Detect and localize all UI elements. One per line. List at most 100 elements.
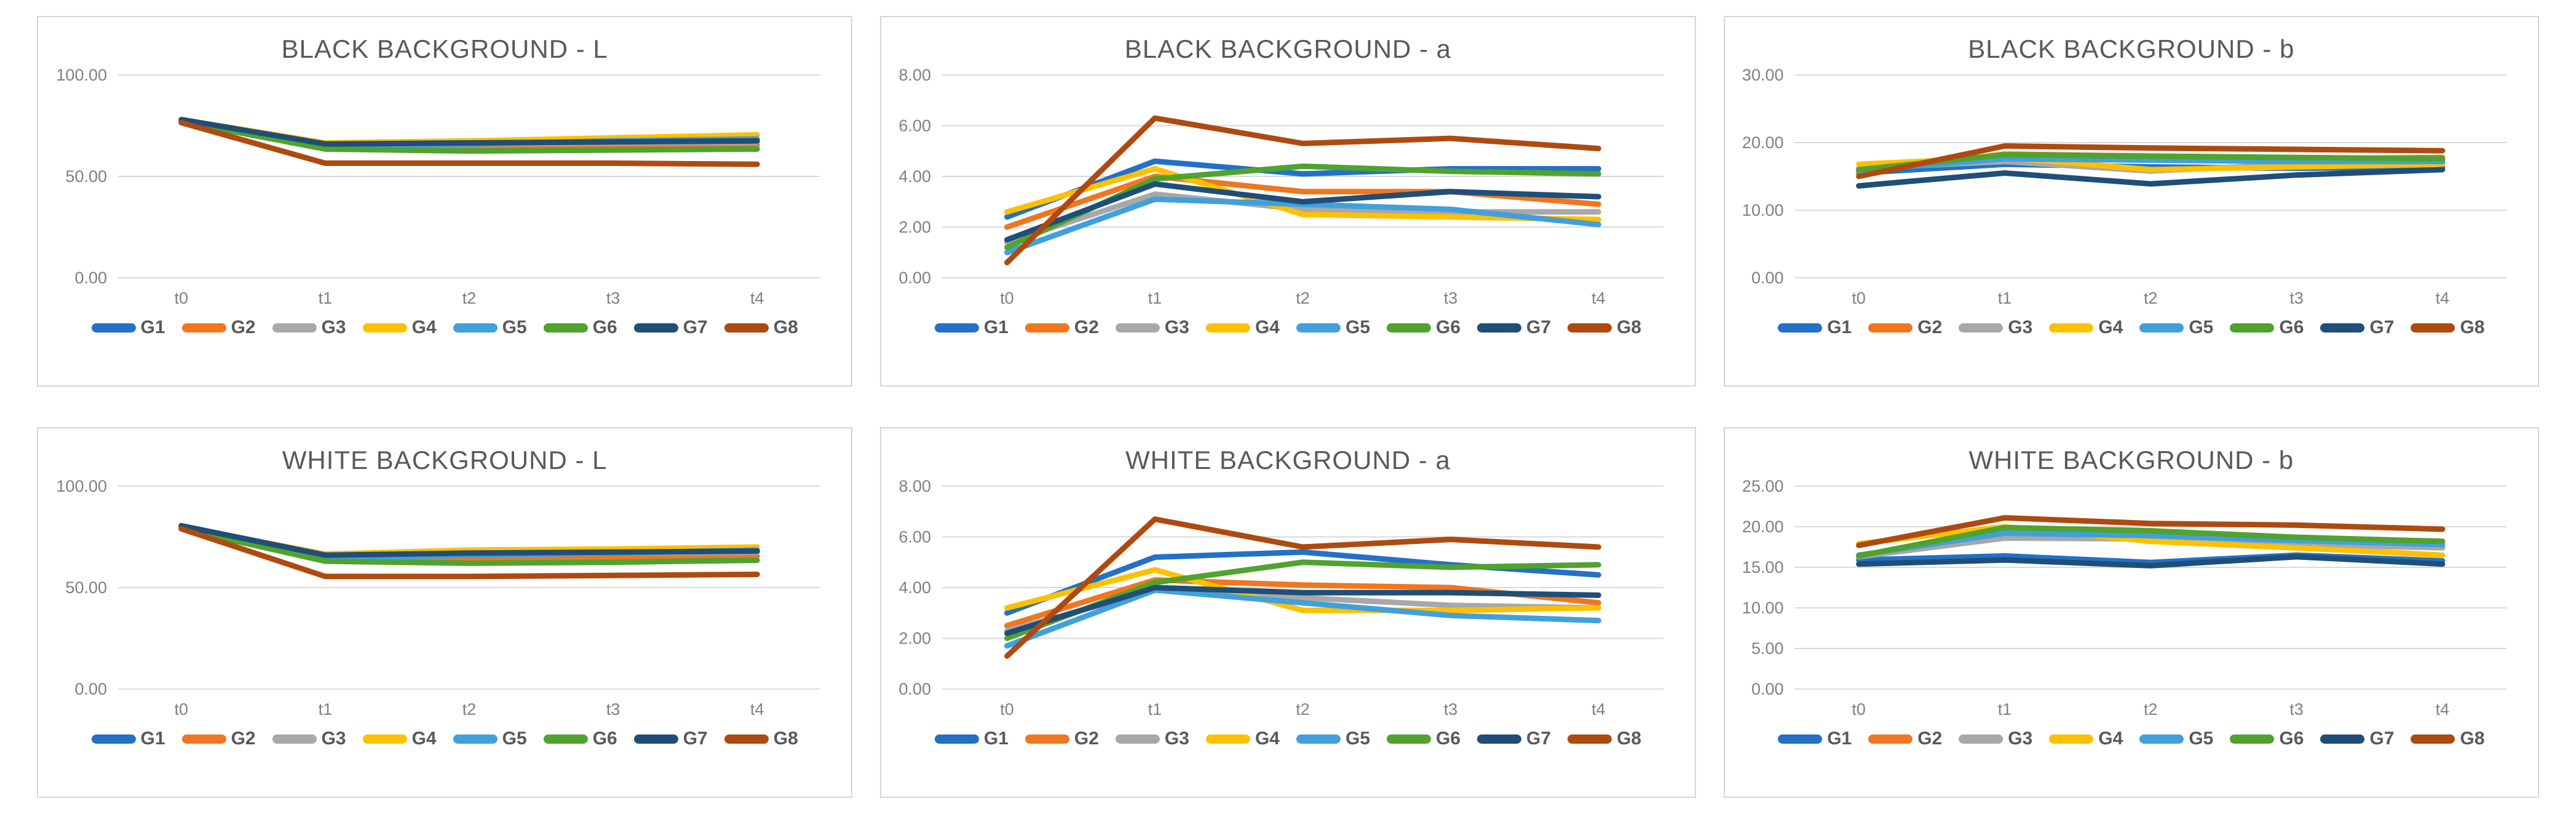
legend-item-g3: G3 [272,728,346,749]
x-axis-tick-label: t1 [1998,289,2012,307]
chart-panel-black-background-a: BLACK BACKGROUND - a 0.00 2.00 4.00 6.00 8.0… [880,16,1696,387]
x-axis-tick-label: t0 [174,289,188,307]
y-axis-tick-label: 6.00 [898,528,931,546]
legend-label: G8 [2460,728,2485,749]
chart-legend: G1 G2 G3 G4 G5 G6 G7 G8 [1778,728,2484,749]
legend-swatch-g3 [1959,323,2003,333]
series-line-g4 [1004,567,1601,613]
legend-swatch-g8 [2411,323,2455,333]
legend-label: G6 [592,317,617,337]
x-axis-tick-label: t2 [462,289,476,307]
legend-item-g8: G8 [2411,317,2484,338]
line-chart-svg: 0.00 5.00 10.00 15.00 20.00 25.00 t0 t1 t2 t3 t4 [1742,477,2507,719]
legend-item-g1: G1 [91,317,165,338]
chart-legend: G1 G2 G3 G4 G5 G6 G7 G8 [934,317,1641,338]
legend-swatch-g4 [362,734,407,744]
y-axis-tick-label: 15.00 [1742,558,1784,577]
series-line-g6 [178,526,760,566]
legend-swatch-g2 [1868,734,1913,744]
legend-item-g1: G1 [934,728,1009,749]
legend-item-g3: G3 [1115,317,1189,338]
legend-swatch-g2 [181,734,226,744]
plot-area: 0.00 10.00 20.00 30.00 t0 t1 t2 t3 t4 [1730,65,2532,311]
legend-label: G1 [1827,728,1852,749]
legend-swatch-g8 [2411,734,2455,744]
legend-swatch-g6 [2230,323,2275,333]
chart-title: BLACK BACKGROUND - a [1124,34,1452,63]
x-axis-tick-label: t3 [606,700,620,719]
x-axis-tick-label: t3 [2290,289,2304,307]
legend-swatch-g4 [1205,323,1250,333]
chart-title: WHITE BACKGROUND - a [1125,446,1451,474]
line-chart-svg: 0.00 50.00 100.00 t0 t1 t2 t3 t4 [56,477,820,719]
legend-swatch-g5 [2139,734,2184,744]
chart-legend: G1 G2 G3 G4 G5 G6 G7 G8 [91,728,798,749]
legend-item-g7: G7 [2320,317,2394,338]
y-axis-tick-label: 8.00 [898,66,931,84]
legend-swatch-g4 [2049,734,2094,744]
legend-swatch-g7 [633,323,678,333]
legend-item-g4: G4 [362,728,437,749]
series-line-g8 [1856,143,2446,179]
legend-label: G6 [1436,728,1461,749]
line-chart-svg: 0.00 50.00 100.00 t0 t1 t2 t3 t4 [56,66,820,307]
x-axis-tick-label: t4 [1591,700,1606,719]
legend-item-g8: G8 [724,317,798,338]
legend-label: G1 [983,728,1009,749]
y-axis-tick-label: 100.00 [56,477,107,495]
legend-label: G2 [231,728,256,749]
legend-item-g8: G8 [724,728,798,749]
x-axis-tick-label: t0 [1852,289,1866,307]
series-line-g6 [1856,524,2446,559]
legend-label: G1 [1827,317,1852,337]
line-chart-svg: 0.00 2.00 4.00 6.00 8.00 t0 t1 t2 t3 t4 [898,477,1663,719]
legend-item-g6: G6 [1387,728,1460,749]
chart-legend: G1 G2 G3 G4 G5 G6 G7 G8 [934,728,1642,749]
legend-item-g2: G2 [1024,317,1099,338]
x-axis-tick-label: t3 [1444,289,1458,307]
legend-label: G8 [1617,728,1642,749]
legend-swatch-g5 [1296,323,1341,333]
legend-item-g2: G2 [181,728,256,749]
legend-label: G7 [2369,728,2395,749]
x-axis-tick-label: t1 [1148,289,1162,307]
legend-label: G2 [1917,317,1943,337]
legend-swatch-g7 [633,734,678,744]
plot-area: 0.00 2.00 4.00 6.00 8.00 t0 t1 t2 t3 t4 [887,476,1689,722]
legend-swatch-g7 [1477,323,1522,333]
series-line-g7 [1004,585,1601,636]
legend-item-g4: G4 [362,317,437,338]
series-line-g7 [1856,554,2446,569]
legend-item-g1: G1 [934,317,1009,338]
legend-swatch-g1 [91,734,136,744]
legend-label: G7 [683,728,708,749]
legend-label: G4 [2098,317,2123,337]
x-axis-tick-label: t3 [2290,700,2304,719]
chart-panel-white-background-b: WHITE BACKGROUND - b 0.00 5.00 10.00 15.00 2… [1723,427,2539,798]
chart-title: BLACK BACKGROUND - L [281,34,608,63]
legend-swatch-g3 [272,734,317,744]
y-axis-tick-label: 20.00 [1742,133,1784,152]
legend-item-g1: G1 [91,728,165,749]
legend-label: G3 [1164,317,1189,337]
x-axis-tick-label: t1 [1998,700,2012,719]
legend-label: G8 [773,317,798,337]
legend-swatch-g3 [1959,734,2003,744]
legend-swatch-g1 [934,734,979,744]
legend-swatch-g6 [1387,323,1432,333]
legend-swatch-g4 [1205,734,1250,744]
y-axis-tick-label: 5.00 [1751,639,1784,658]
legend-label: G5 [2189,728,2214,749]
legend-label: G8 [773,728,798,749]
y-axis-tick-label: 2.00 [898,218,931,237]
x-axis-tick-label: t0 [1000,700,1014,719]
legend-item-g6: G6 [1387,317,1460,338]
legend-item-g3: G3 [272,317,346,338]
series-line-g8 [178,120,760,167]
legend-item-g4: G4 [1205,317,1280,338]
y-axis-tick-label: 20.00 [1742,518,1784,536]
legend-label: G3 [2008,317,2033,337]
legend-swatch-g2 [1024,323,1069,333]
legend-swatch-g5 [1296,734,1341,744]
y-axis-tick-label: 50.00 [65,578,107,597]
